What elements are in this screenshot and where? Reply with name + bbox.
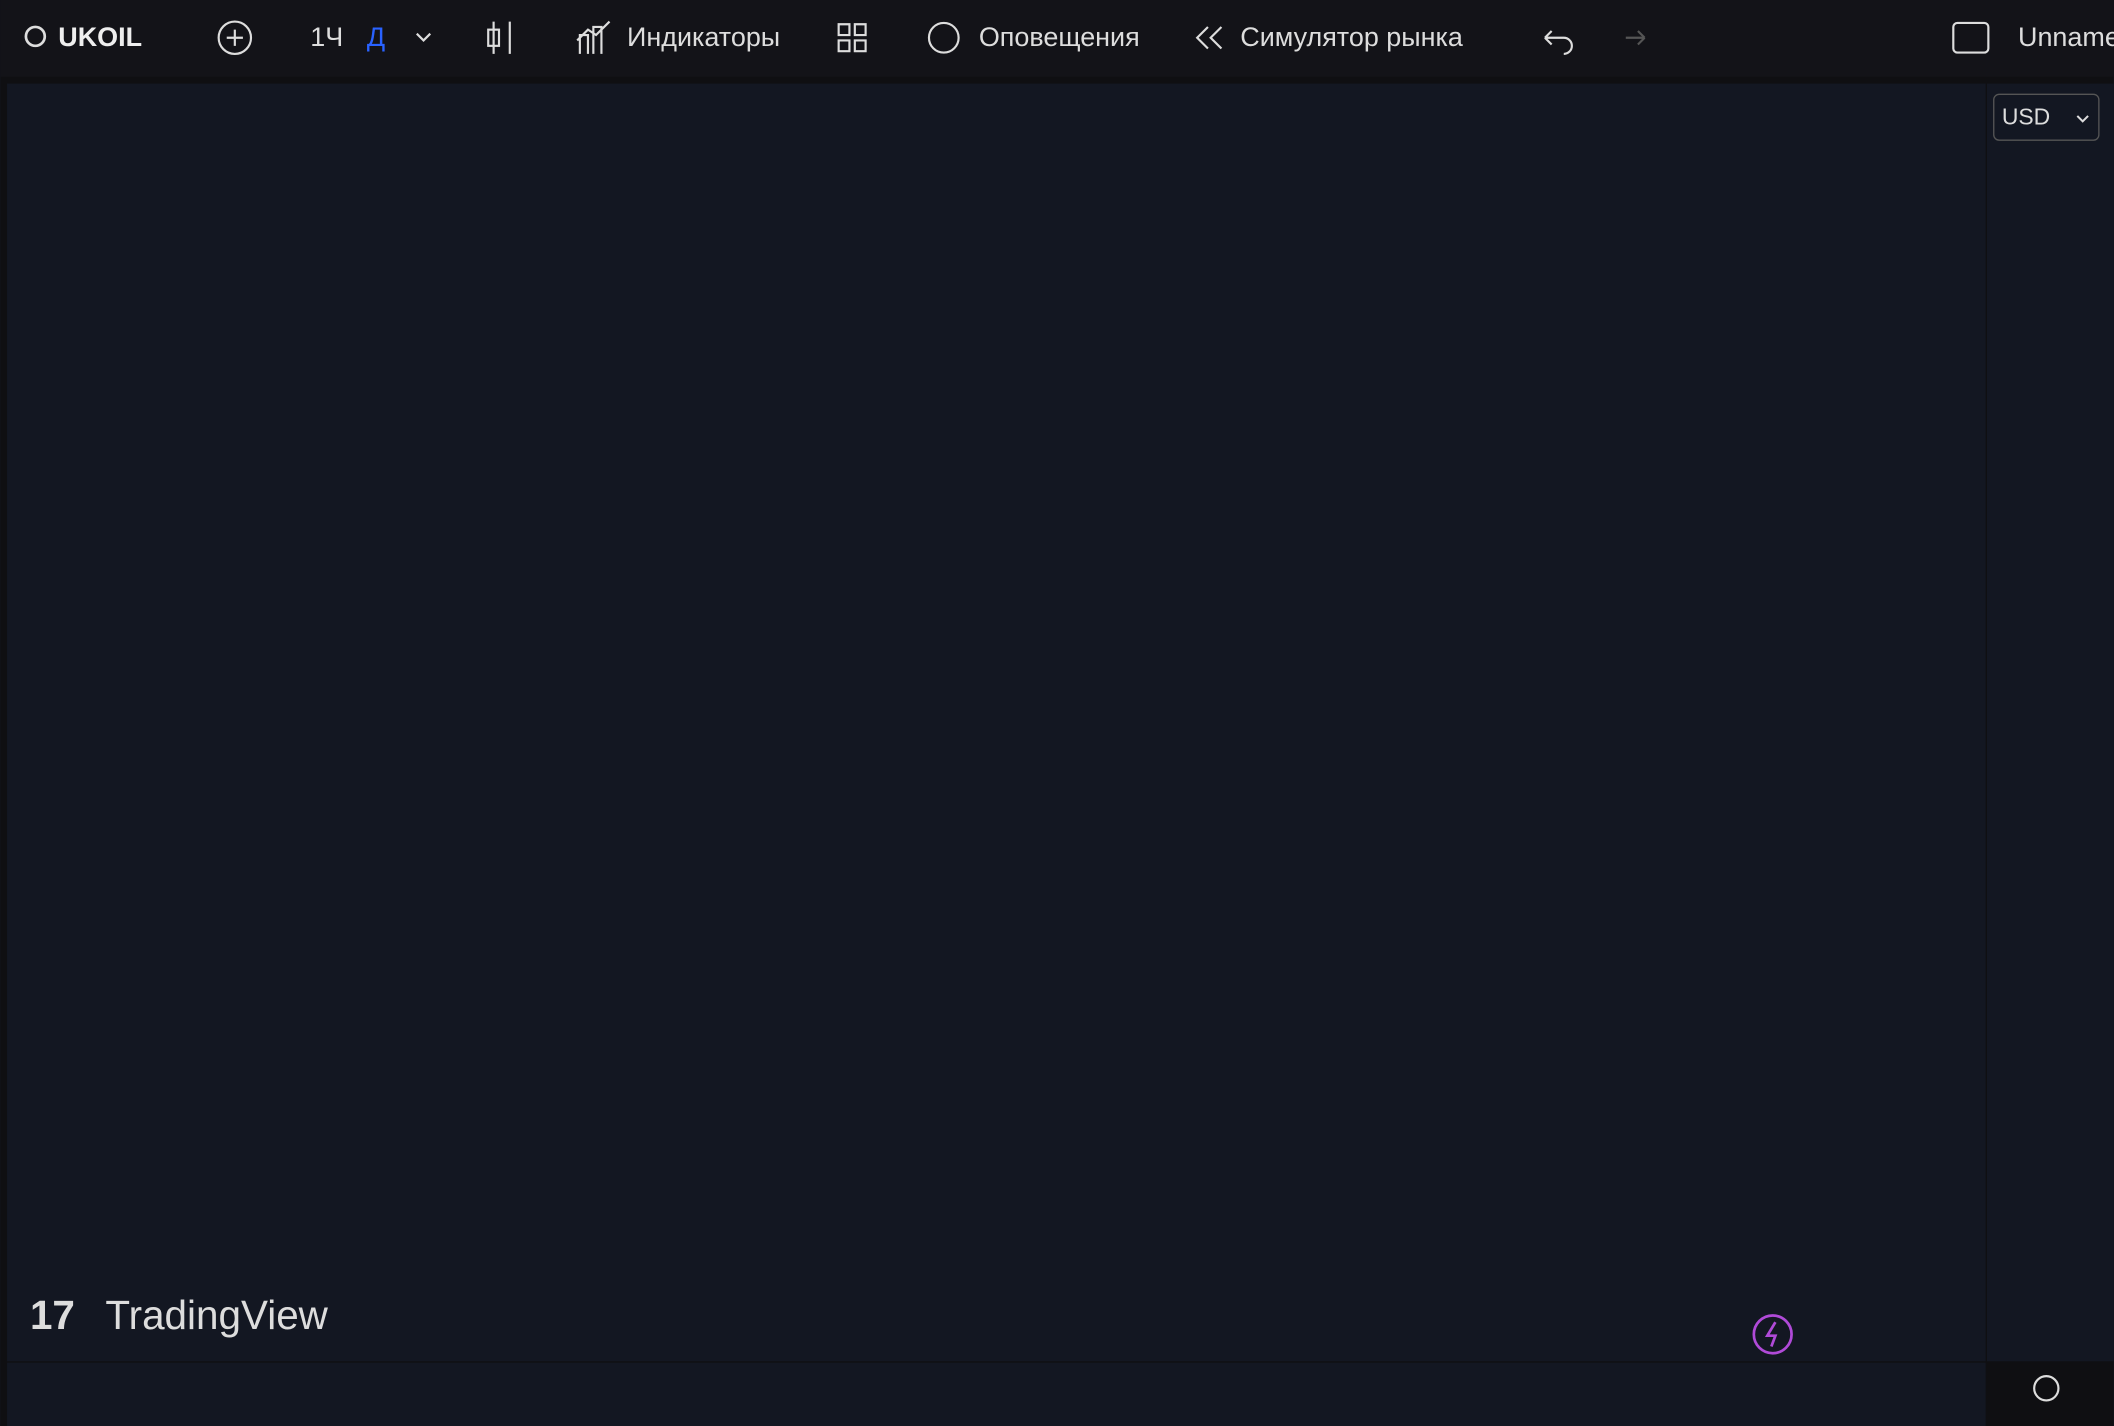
alert-icon xyxy=(927,21,960,54)
currency[interactable]: USD xyxy=(2002,104,2050,130)
flash-icon[interactable] xyxy=(1752,1314,1793,1355)
replay-icon xyxy=(1195,26,1223,50)
add-icon xyxy=(226,29,243,46)
alerts[interactable]: Оповещения xyxy=(979,22,1140,52)
currency-select[interactable] xyxy=(1993,93,2100,141)
layout-name[interactable]: Unnamed xyxy=(2018,22,2114,52)
undo[interactable] xyxy=(1544,30,1573,55)
dropdown-icon xyxy=(2076,115,2089,123)
symbol[interactable]: UKOIL xyxy=(58,22,142,52)
redo[interactable] xyxy=(1625,30,1646,46)
settings-icon[interactable] xyxy=(2033,1375,2060,1402)
chart-type-icon[interactable] xyxy=(492,21,511,54)
time-axis xyxy=(7,1362,1986,1426)
plot-area xyxy=(7,83,1986,1362)
layout-icon[interactable] xyxy=(1952,21,1990,54)
chart-type-icon xyxy=(487,28,501,47)
search-icon[interactable] xyxy=(24,25,47,48)
dropdown-icon[interactable] xyxy=(416,32,432,42)
logo-mark: 17 xyxy=(30,1292,75,1338)
interval[interactable]: Д xyxy=(367,22,385,52)
interval[interactable]: 1Ч xyxy=(310,22,343,52)
indicators[interactable]: Индикаторы xyxy=(627,22,780,52)
watermark: TradingView xyxy=(105,1292,328,1338)
price-axis xyxy=(1987,83,2114,1362)
add-symbol[interactable] xyxy=(217,20,253,55)
toolbar xyxy=(0,0,2114,77)
flash-icon xyxy=(1764,1321,1778,1347)
indicators-icon xyxy=(576,20,611,54)
replay[interactable]: Симулятор рынка xyxy=(1240,22,1463,52)
layouts-icon[interactable] xyxy=(837,23,867,53)
